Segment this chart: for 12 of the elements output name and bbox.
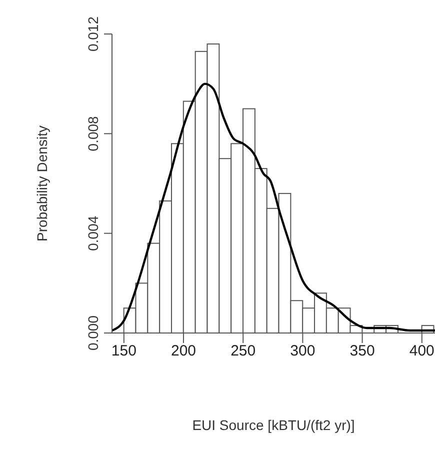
x-tick-label: 400 xyxy=(409,342,434,360)
y-tick-label: 0.000 xyxy=(85,315,101,351)
y-tick-label: 0.004 xyxy=(85,216,101,251)
y-tick-label: 0.012 xyxy=(85,16,101,52)
x-axis-title: EUI Source [kBTU/(ft2 yr)] xyxy=(192,417,355,433)
y-axis-title: Probability Density xyxy=(34,126,50,242)
x-tick-label: 250 xyxy=(230,342,256,360)
x-tick-label: 300 xyxy=(290,342,316,360)
x-tick-label: 150 xyxy=(111,342,136,360)
x-tick-label: 350 xyxy=(350,342,375,360)
y-tick-label: 0.008 xyxy=(85,116,101,152)
x-tick-label: 200 xyxy=(170,342,196,360)
